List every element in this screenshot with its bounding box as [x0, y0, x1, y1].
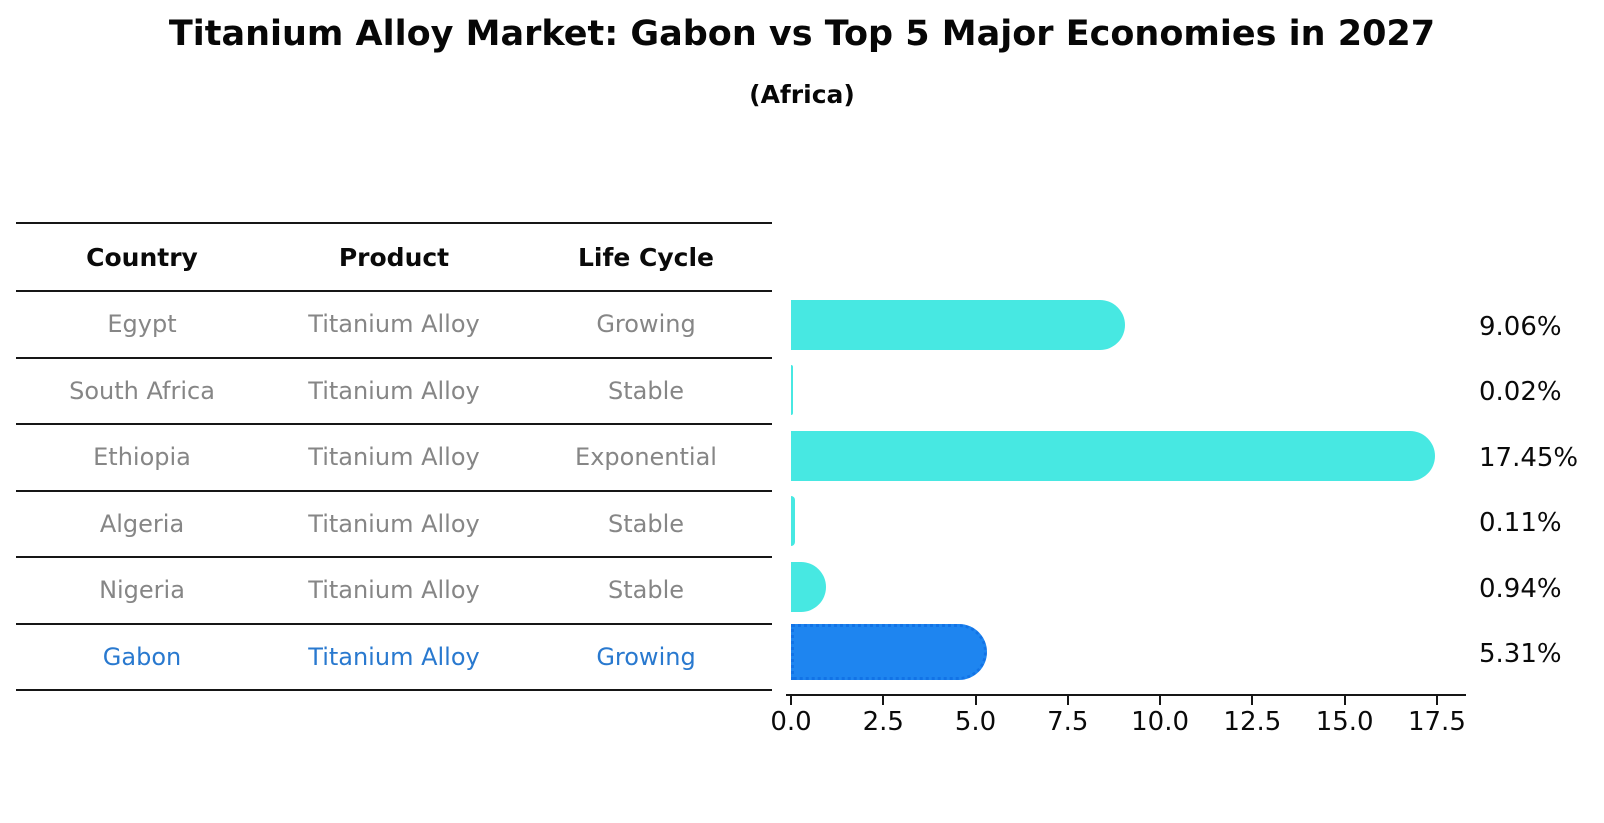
bar: [791, 430, 1436, 481]
bar: [791, 561, 826, 612]
table-header-row: Country Product Life Cycle: [16, 224, 772, 292]
header-country: Country: [86, 242, 198, 272]
table-row: Nigeria Titanium Alloy Stable: [16, 558, 772, 625]
x-axis-line: [786, 694, 1466, 696]
lifecycle-cell: Exponential: [575, 443, 717, 472]
country-cell: Egypt: [107, 310, 177, 339]
x-axis-tick-label: 7.5: [1047, 707, 1089, 737]
country-table: Country Product Life Cycle Egypt Titanium…: [16, 222, 772, 691]
bar: [791, 496, 796, 547]
x-axis-tick-label: 5.0: [954, 707, 997, 737]
bar-value-label: 5.31%: [1479, 639, 1562, 669]
table-row: Algeria Titanium Alloy Stable: [16, 492, 772, 558]
product-cell: Titanium Alloy: [308, 642, 480, 671]
table-rows: Egypt Titanium Alloy Growing South Africa Ti…: [16, 292, 772, 691]
table-row: Egypt Titanium Alloy Growing: [16, 292, 772, 359]
chart-subtitle: (Africa): [749, 80, 855, 109]
x-axis-tick: [1066, 696, 1069, 705]
product-cell: Titanium Alloy: [308, 576, 480, 605]
country-cell: Gabon: [102, 642, 182, 671]
x-axis-tick: [882, 696, 885, 705]
lifecycle-cell: Stable: [607, 576, 685, 605]
lifecycle-cell: Growing: [596, 310, 696, 339]
chart-title: Titanium Alloy Market: Gabon vs Top 5 Ma…: [168, 14, 1436, 54]
country-cell: Ethiopia: [93, 443, 191, 472]
bar-value-label: 0.02%: [1479, 377, 1562, 408]
country-cell: South Africa: [69, 376, 215, 405]
header-lifecycle: Life Cycle: [577, 242, 715, 272]
table-row: Gabon Titanium Alloy Growing: [16, 625, 772, 691]
bar-value-label: 0.11%: [1479, 508, 1562, 539]
product-cell: Titanium Alloy: [308, 509, 480, 538]
table-row: South Africa Titanium Alloy Stable: [16, 359, 772, 425]
x-axis-tick: [1159, 696, 1162, 705]
bar-value-label: 17.45%: [1479, 442, 1579, 473]
x-axis-tick-label: 17.5: [1407, 707, 1466, 737]
product-cell: Titanium Alloy: [308, 376, 480, 405]
header-product: Product: [338, 242, 450, 272]
x-axis-tick: [1251, 696, 1254, 705]
country-cell: Nigeria: [99, 576, 185, 605]
bar: [791, 300, 1126, 350]
lifecycle-cell: Stable: [607, 376, 685, 405]
table-row: Ethiopia Titanium Alloy Exponential: [16, 425, 772, 492]
x-axis-tick: [1343, 696, 1346, 705]
country-cell: Algeria: [99, 509, 185, 538]
bar-highlight-gabon: [791, 624, 987, 680]
bar-value-label: 0.94%: [1479, 573, 1562, 604]
x-axis-tick: [790, 696, 792, 705]
x-axis-tick-label: 2.5: [862, 707, 904, 737]
bar: [791, 365, 793, 416]
bar-value-label: 9.06%: [1479, 312, 1562, 342]
x-axis-tick-label: 0.0: [770, 707, 812, 737]
x-axis-tick-label: 12.5: [1223, 707, 1282, 737]
lifecycle-cell: Stable: [607, 509, 685, 538]
x-axis-tick-label: 15.0: [1315, 707, 1374, 737]
x-axis-tick: [1435, 696, 1438, 705]
x-axis-tick: [974, 696, 977, 705]
product-cell: Titanium Alloy: [308, 310, 480, 339]
x-axis-tick-label: 10.0: [1131, 707, 1190, 737]
lifecycle-cell: Growing: [596, 642, 696, 671]
product-cell: Titanium Alloy: [308, 443, 480, 472]
